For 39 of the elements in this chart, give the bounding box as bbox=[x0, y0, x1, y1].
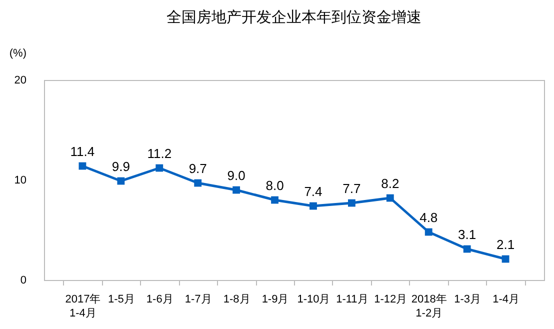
y-tick-label: 10 bbox=[14, 174, 26, 186]
x-tick-label: 1-6月 bbox=[146, 294, 174, 306]
point bbox=[463, 245, 471, 253]
point bbox=[156, 164, 164, 172]
data-label: 3.1 bbox=[458, 227, 476, 242]
data-label: 4.8 bbox=[420, 210, 438, 225]
point bbox=[271, 196, 278, 204]
x-tick-label: 2017年 1-4月 bbox=[65, 294, 101, 320]
y-tick-label: 0 bbox=[20, 274, 26, 286]
point bbox=[117, 177, 125, 185]
data-label: 11.2 bbox=[147, 146, 172, 161]
x-tick-label: 1-11月 bbox=[336, 294, 368, 306]
data-label: 8.2 bbox=[381, 176, 400, 191]
x-tick-label: 1-8月 bbox=[223, 294, 250, 306]
x-tick-label: 1-10月 bbox=[297, 294, 330, 306]
point bbox=[232, 186, 240, 194]
point bbox=[424, 228, 432, 236]
x-tick-label: 1-7月 bbox=[184, 294, 212, 306]
x-tick-label: 1-9月 bbox=[262, 294, 289, 306]
point bbox=[386, 194, 394, 202]
x-tick-label: 1-5月 bbox=[108, 294, 135, 306]
point bbox=[310, 202, 317, 210]
y-axis-title: (%) bbox=[9, 48, 26, 60]
point bbox=[348, 199, 356, 207]
data-label: 9.9 bbox=[112, 159, 130, 174]
x-tick-label: 1-12月 bbox=[374, 294, 408, 306]
data-label: 8.0 bbox=[266, 178, 284, 193]
data-label: 11.4 bbox=[70, 144, 95, 159]
point bbox=[194, 179, 202, 187]
data-label: 9.0 bbox=[227, 168, 246, 183]
y-tick-label: 20 bbox=[14, 74, 26, 86]
data-label: 2.1 bbox=[496, 237, 515, 252]
x-tick-label: 1-3月 bbox=[454, 294, 482, 306]
chart-title: 全国房地产开发企业本年到位资金增速 bbox=[166, 9, 422, 26]
data-label: 7.4 bbox=[304, 184, 322, 199]
x-tick-label: 2018年 1-2月 bbox=[411, 294, 447, 320]
data-label: 7.7 bbox=[342, 181, 361, 196]
data-label: 9.7 bbox=[188, 161, 207, 176]
x-tick-label: 1-4月 bbox=[492, 294, 520, 306]
